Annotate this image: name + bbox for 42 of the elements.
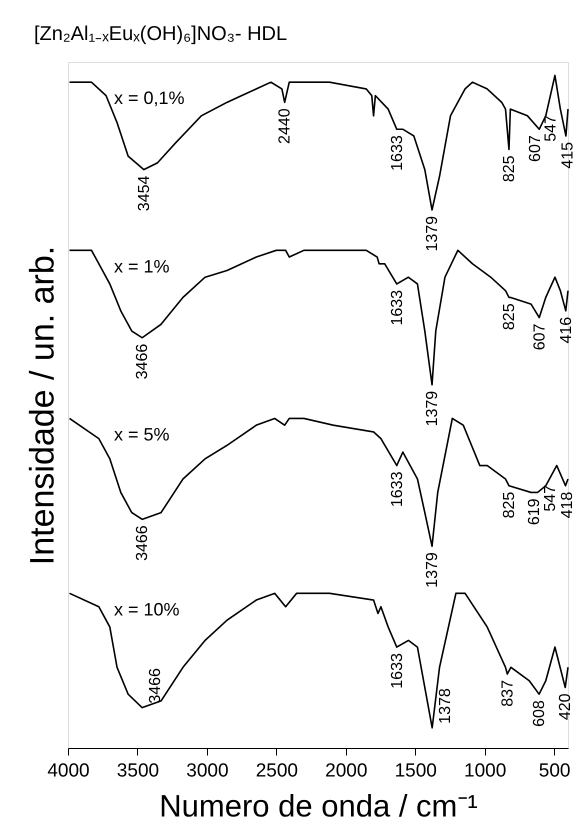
annotation: 1633: [388, 653, 406, 689]
annotation: 837: [499, 680, 516, 707]
annotation: 420: [557, 693, 574, 720]
annotation: 3466: [146, 668, 164, 704]
x-tick-label: 3500: [116, 760, 160, 782]
x-tick-label: 500: [538, 760, 570, 782]
annotation: 2440: [276, 108, 294, 144]
annotation: 607: [526, 135, 544, 162]
annotation: 416: [558, 316, 575, 344]
annotation: 1379: [424, 216, 442, 252]
series-label: x = 1%: [114, 256, 170, 276]
x-axis-title: Numero de onda / cm⁻¹: [159, 788, 478, 824]
annotation: 1379: [424, 552, 442, 588]
x-tick-label: 1000: [464, 760, 506, 782]
annotation: 418: [558, 492, 576, 518]
x-tick-label: 3000: [186, 760, 229, 782]
annotation: 3466: [134, 525, 152, 561]
series-label: x = 10%: [114, 599, 180, 620]
annotation: 825: [500, 492, 518, 518]
annotation: 3466: [134, 344, 152, 380]
chart-title: [Zn₂Al₁₋ₓEuₓ(OH)₆]NO₃- HDL: [34, 23, 288, 45]
annotation: 607: [531, 323, 548, 350]
y-axis-title: Intensidade / un. arb.: [24, 246, 62, 566]
annotation: 825: [500, 303, 518, 330]
x-tick-label: 2500: [256, 760, 298, 782]
annotation: 1379: [424, 390, 442, 426]
series-label: x = 0,1%: [114, 88, 185, 108]
x-tick-label: 4000: [47, 760, 90, 782]
annotation: 547: [542, 114, 560, 142]
series-label: x = 5%: [114, 424, 170, 444]
annotation: 825: [500, 155, 518, 182]
x-tick-label: 1500: [394, 760, 437, 782]
annotation: 1378: [436, 688, 454, 724]
annotation: 415: [559, 142, 576, 169]
annotation: 1633: [388, 471, 406, 508]
annotation: 1633: [388, 135, 406, 171]
annotation: 1633: [388, 290, 406, 326]
annotation: 547: [542, 484, 559, 512]
annotation: 608: [531, 700, 548, 727]
x-tick-label: 2000: [325, 760, 368, 782]
annotation: 619: [526, 498, 544, 526]
annotation: 3454: [136, 176, 153, 212]
